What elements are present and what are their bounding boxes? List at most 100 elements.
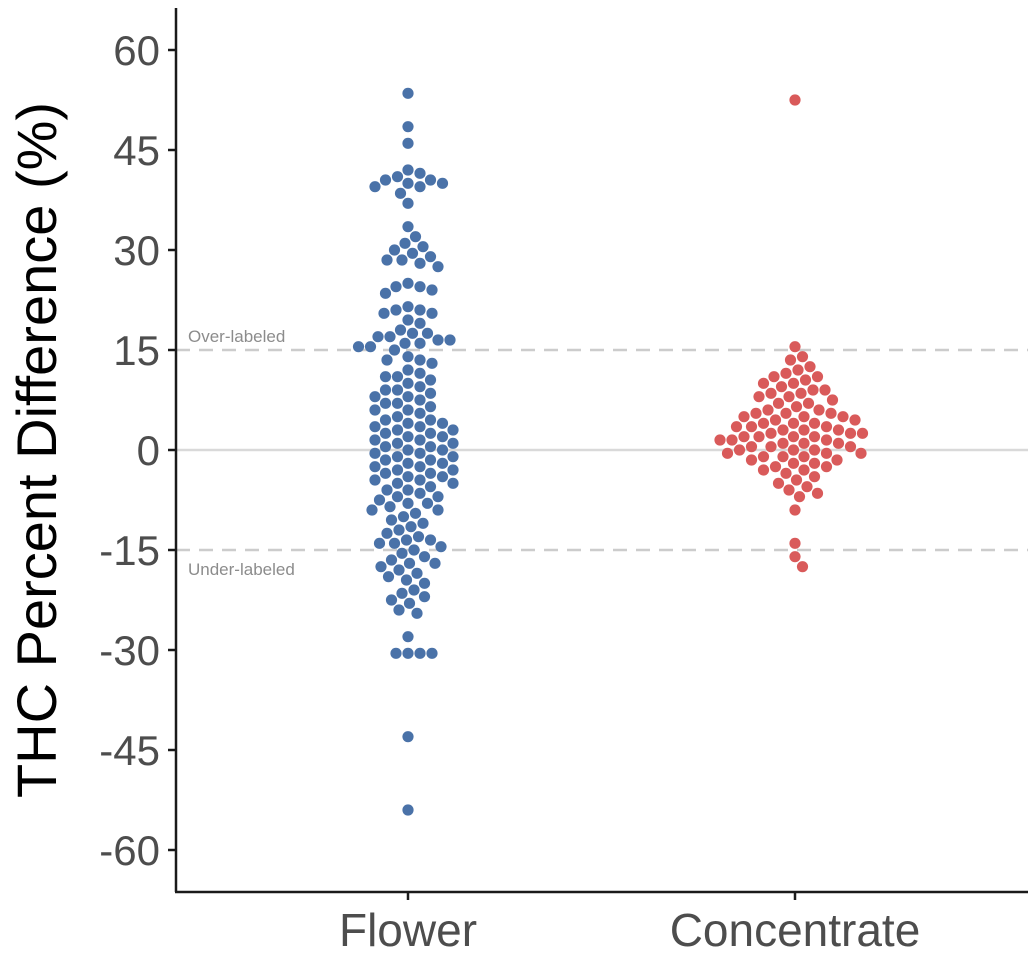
data-point-concentrate (769, 461, 782, 473)
data-point-flower (424, 251, 437, 263)
data-point-flower (414, 434, 426, 446)
data-point-concentrate (837, 411, 849, 423)
data-point-flower (391, 437, 404, 449)
data-point-flower (402, 364, 414, 376)
data-point-flower (418, 551, 431, 563)
data-point-flower (418, 591, 431, 603)
y-tick-label: 30 (113, 227, 160, 274)
data-point-flower (432, 334, 444, 346)
data-point-flower (432, 504, 444, 516)
data-point-flower (402, 444, 414, 456)
data-point-flower (391, 371, 404, 383)
data-point-flower (369, 474, 381, 486)
data-point-flower (406, 327, 419, 339)
data-point-flower (414, 474, 426, 486)
data-point-flower (402, 277, 414, 289)
y-tick-label: 60 (113, 27, 160, 74)
data-point-flower (426, 284, 438, 296)
data-point-flower (414, 381, 426, 393)
data-point-flower (403, 557, 416, 569)
data-point-concentrate (765, 387, 777, 399)
data-point-flower (402, 197, 414, 209)
data-point-flower (391, 171, 404, 183)
data-point-concentrate (765, 427, 777, 439)
data-point-flower (385, 554, 398, 566)
data-point-concentrate (825, 407, 837, 419)
data-point-flower (414, 647, 426, 659)
data-point-concentrate (807, 384, 819, 396)
data-point-flower (409, 231, 422, 243)
data-point-flower (414, 407, 426, 419)
data-point-flower (369, 461, 381, 473)
data-point-concentrate (789, 94, 801, 106)
data-point-concentrate (777, 437, 789, 449)
x-ticks: Flower Concentrate (339, 892, 920, 956)
data-point-flower (379, 467, 392, 479)
data-point-flower (414, 354, 426, 366)
data-point-flower (409, 507, 422, 519)
data-point-flower (379, 441, 392, 453)
data-point-flower (379, 454, 392, 466)
data-point-flower (352, 341, 365, 353)
data-point-concentrate (769, 414, 782, 426)
data-point-flower (393, 604, 405, 616)
data-point-concentrate (787, 377, 800, 389)
data-point-flower (391, 397, 404, 409)
data-point-concentrate (844, 441, 857, 453)
data-point-concentrate (753, 391, 765, 403)
data-point-flower (424, 534, 437, 546)
data-point-flower (393, 564, 405, 576)
data-point-concentrate (757, 464, 770, 476)
data-point-flower (447, 477, 459, 489)
data-point-concentrate (772, 397, 785, 409)
data-point-flower (396, 587, 408, 599)
data-point-flower (432, 491, 444, 503)
data-point-flower (408, 584, 420, 596)
data-point-concentrate (780, 467, 792, 479)
data-point-concentrate (787, 431, 800, 443)
data-point-flower (414, 337, 426, 349)
data-point-flower (402, 221, 414, 233)
data-point-flower (424, 441, 437, 453)
data-point-flower (435, 541, 447, 553)
data-point-flower (417, 241, 429, 253)
data-point-flower (373, 494, 386, 506)
data-point-concentrate (798, 437, 810, 449)
data-point-flower (402, 417, 414, 429)
data-point-flower (436, 177, 449, 189)
data-point-flower (402, 804, 414, 816)
data-point-flower (414, 257, 426, 269)
data-point-concentrate (799, 374, 812, 386)
data-point-flower (424, 387, 437, 399)
data-point-flower (414, 461, 426, 473)
data-point-flower (424, 174, 437, 186)
data-point-flower (391, 451, 404, 463)
data-point-flower (402, 731, 414, 743)
data-point-concentrate (808, 471, 821, 483)
data-point-flower (414, 421, 426, 433)
data-point-flower (373, 537, 386, 549)
y-tick-label: 0 (137, 427, 160, 474)
data-point-concentrate (730, 421, 743, 433)
data-point-flower (402, 351, 414, 363)
data-point-concentrate (790, 474, 803, 486)
data-point-concentrate (753, 431, 765, 443)
y-tick-label: -30 (99, 627, 160, 674)
data-point-concentrate (801, 481, 813, 493)
data-point-flower (402, 647, 414, 659)
data-point-concentrate (820, 447, 833, 459)
data-point-flower (402, 631, 414, 643)
data-point-flower (402, 484, 414, 496)
data-point-concentrate (844, 427, 857, 439)
data-point-flower (399, 237, 411, 249)
data-point-flower (402, 121, 414, 133)
data-point-flower (405, 521, 417, 533)
data-point-flower (402, 314, 414, 326)
data-point-flower (421, 497, 434, 509)
data-point-concentrate (796, 351, 809, 363)
data-point-concentrate (808, 431, 821, 443)
data-point-flower (369, 391, 381, 403)
data-point-concentrate (757, 451, 770, 463)
data-point-flower (379, 384, 392, 396)
